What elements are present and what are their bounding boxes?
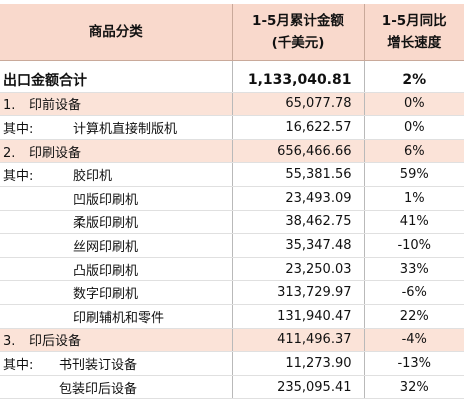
row-growth: 0% [364,92,464,117]
row-name: 丝网印刷机 [0,233,233,258]
row-growth: 0% [364,115,464,140]
header-amount: 1-5月累计金额 (千美元) [232,4,365,61]
row-growth: 2% [364,69,464,93]
row-amount: 38,462.75 [232,210,365,235]
table-header-row: 商品分类 1-5月累计金额 (千美元) 1-5月同比 增长速度 [0,4,464,61]
header-category: 商品分类 [0,4,233,61]
row-amount: 11,273.90 [232,351,365,376]
table-row: 其中: 计算机直接制版机 16,622.57 0% [0,115,464,140]
row-name: 1. 印前设备 [0,92,233,117]
row-name: 2. 印刷设备 [0,139,233,164]
row-name: 其中: 胶印机 [0,162,233,187]
table-row: 3. 印后设备 411,496.37 -4% [0,328,464,353]
header-growth-line2: 增长速度 [387,35,442,51]
row-name: 其中: 书刊装订设备 [0,351,233,376]
table-row: 1. 印前设备 65,077.78 0% [0,92,464,117]
spacer-row [0,60,464,69]
table-row: 其中: 胶印机 55,381.56 59% [0,162,464,187]
row-name: 数字印刷机 [0,280,233,305]
row-amount: 23,493.09 [232,186,365,211]
table-row: 凹版印刷机 23,493.09 1% [0,186,464,211]
row-amount: 131,940.47 [232,304,365,329]
row-growth: 22% [364,304,464,329]
row-growth: 59% [364,162,464,187]
table-row: 2. 印刷设备 656,466.66 6% [0,139,464,164]
row-amount: 16,622.57 [232,115,365,140]
row-name: 柔版印刷机 [0,210,233,235]
row-growth: 41% [364,210,464,235]
row-growth: 6% [364,139,464,164]
row-growth: -4% [364,328,464,353]
row-name: 出口金额合计 [0,69,233,93]
row-growth: -6% [364,280,464,305]
row-growth: 32% [364,375,464,400]
row-growth: 1% [364,186,464,211]
table-row: 印刷辅机和零件 131,940.47 22% [0,304,464,329]
table-row: 凸版印刷机 23,250.03 33% [0,257,464,282]
row-name: 凹版印刷机 [0,186,233,211]
table-row: 丝网印刷机 35,347.48 -10% [0,233,464,258]
row-amount: 35,347.48 [232,233,365,258]
row-growth: -13% [364,351,464,376]
row-name: 印刷辅机和零件 [0,304,233,329]
row-amount: 411,496.37 [232,328,365,353]
row-name: 凸版印刷机 [0,257,233,282]
header-amount-line2: (千美元) [271,35,325,51]
row-growth: 33% [364,257,464,282]
header-amount-line1: 1-5月累计金额 [252,13,344,29]
row-name: 包装印后设备 [0,375,233,400]
row-amount: 313,729.97 [232,280,365,305]
row-amount: 1,133,040.81 [232,69,365,93]
row-amount: 656,466.66 [232,139,365,164]
table-row: 出口金额合计 1,133,040.81 2% [0,69,464,93]
row-growth: -10% [364,233,464,258]
row-amount: 55,381.56 [232,162,365,187]
header-growth: 1-5月同比 增长速度 [364,4,464,61]
table-row: 柔版印刷机 38,462.75 41% [0,210,464,235]
row-name: 其中: 计算机直接制版机 [0,115,233,140]
table-row: 其中: 书刊装订设备 11,273.90 -13% [0,351,464,376]
row-name: 3. 印后设备 [0,328,233,353]
row-amount: 235,095.41 [232,375,365,400]
row-amount: 23,250.03 [232,257,365,282]
header-growth-line1: 1-5月同比 [381,13,447,29]
row-amount: 65,077.78 [232,92,365,117]
table-row: 数字印刷机 313,729.97 -6% [0,280,464,305]
export-statistics-table: 商品分类 1-5月累计金额 (千美元) 1-5月同比 增长速度 出口金额合计 1… [0,4,464,400]
table-row: 包装印后设备 235,095.41 32% [0,375,464,400]
